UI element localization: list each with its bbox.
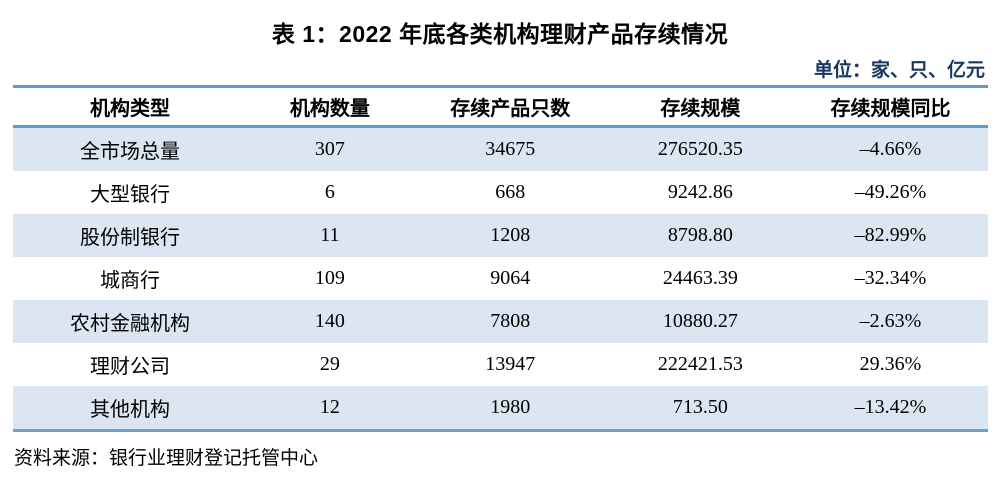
value-cell: 9064 bbox=[490, 267, 531, 289]
table-body: 全市场总量 307 34675 276520.35 –4.66% 大型银行 6 668 9242… bbox=[13, 128, 988, 429]
value-cell: –82.99% bbox=[854, 224, 927, 246]
table-header-row: 机构类型 机构数量 存续产品只数 存续规模 存续规模同比 bbox=[13, 88, 988, 128]
table-row: 其他机构 12 1980 713.50 –13.42% bbox=[13, 386, 988, 429]
value-cell: 10880.27 bbox=[662, 310, 738, 332]
value-cell: 713.50 bbox=[672, 396, 728, 418]
table-row: 大型银行 6 668 9242.86 –49.26% bbox=[13, 171, 988, 214]
value-cell: 13947 bbox=[485, 353, 536, 375]
value-cell: 7808 bbox=[490, 310, 531, 332]
value-cell: 12 bbox=[319, 396, 340, 418]
value-cell: 109 bbox=[314, 267, 345, 289]
value-cell: 9242.86 bbox=[667, 181, 733, 203]
value-cell: –32.34% bbox=[854, 267, 927, 289]
value-cell: –4.66% bbox=[859, 138, 922, 160]
column-header: 机构数量 bbox=[289, 98, 370, 120]
column-header: 存续规模同比 bbox=[830, 98, 951, 120]
value-cell: 11 bbox=[320, 224, 340, 246]
value-cell: 668 bbox=[495, 181, 526, 203]
table-row: 全市场总量 307 34675 276520.35 –4.66% bbox=[13, 128, 988, 171]
value-cell: –49.26% bbox=[854, 181, 927, 203]
source-note: 资料来源：银行业理财登记托管中心 bbox=[14, 448, 319, 469]
value-cell: 24463.39 bbox=[662, 267, 738, 289]
table-title: 表 1：2022 年底各类机构理财产品存续情况 bbox=[271, 21, 729, 47]
row-label-cell: 股份制银行 bbox=[80, 227, 180, 249]
table-row: 理财公司 29 13947 222421.53 29.36% bbox=[13, 343, 988, 386]
value-cell: 6 bbox=[324, 181, 335, 203]
value-cell: 34675 bbox=[485, 138, 536, 160]
value-cell: 1980 bbox=[490, 396, 531, 418]
row-label-cell: 大型银行 bbox=[90, 184, 170, 206]
row-label-cell: 其他机构 bbox=[90, 399, 170, 421]
unit-note: 单位：家、只、亿元 bbox=[813, 60, 985, 81]
column-header: 存续规模 bbox=[660, 98, 741, 120]
value-cell: 140 bbox=[314, 310, 345, 332]
value-cell: 307 bbox=[314, 138, 345, 160]
value-cell: 29 bbox=[319, 353, 340, 375]
table-row: 股份制银行 11 1208 8798.80 –82.99% bbox=[13, 214, 988, 257]
report-table-page: 表 1：2022 年底各类机构理财产品存续情况 单位：家、只、亿元 机构类型 机构… bbox=[0, 15, 1000, 470]
value-cell: –13.42% bbox=[854, 396, 927, 418]
value-cell: 1208 bbox=[490, 224, 531, 246]
table-row: 农村金融机构 140 7808 10880.27 –2.63% bbox=[13, 300, 988, 343]
row-label-cell: 城商行 bbox=[100, 270, 160, 292]
row-label-cell: 农村金融机构 bbox=[70, 313, 190, 335]
value-cell: 29.36% bbox=[859, 353, 922, 375]
row-label-cell: 理财公司 bbox=[90, 356, 170, 378]
data-table: 机构类型 机构数量 存续产品只数 存续规模 存续规模同比 全市场总量 307 34675 27… bbox=[13, 85, 988, 432]
value-cell: 276520.35 bbox=[657, 138, 743, 160]
row-label-cell: 全市场总量 bbox=[80, 141, 180, 163]
value-cell: 222421.53 bbox=[657, 353, 743, 375]
value-cell: –2.63% bbox=[859, 310, 922, 332]
column-header: 机构类型 bbox=[90, 98, 170, 120]
table-row: 城商行 109 9064 24463.39 –32.34% bbox=[13, 257, 988, 300]
column-header: 存续产品只数 bbox=[450, 98, 571, 120]
value-cell: 8798.80 bbox=[667, 224, 733, 246]
